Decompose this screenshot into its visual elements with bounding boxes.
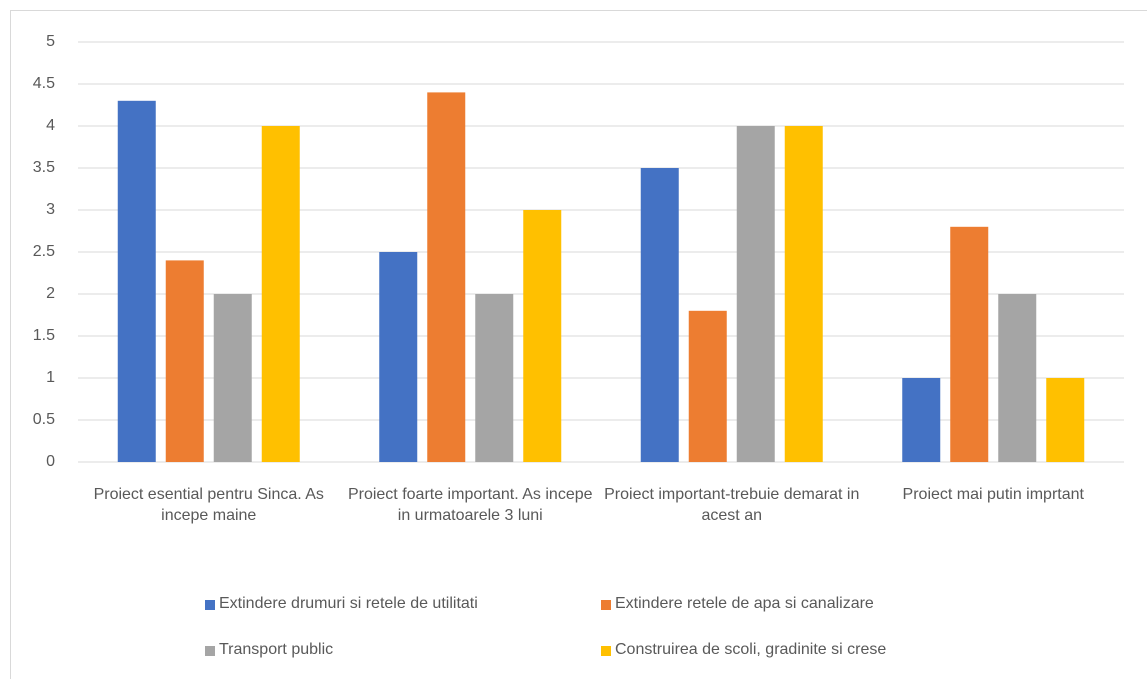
bar [475,294,514,462]
y-tick-label: 0.5 [33,411,55,428]
y-tick-label: 1.5 [33,327,55,344]
bar [640,168,679,462]
x-tick-label: Proiect important-trebuie demarat in ace… [604,486,860,524]
x-tick-label: Proiect foarte important. As incepe in u… [347,486,593,524]
x-tick-label: Proiect esential pentru Sinca. As incepe… [93,486,324,524]
y-tick-label: 4.5 [33,75,55,92]
bar [688,310,727,462]
legend-swatch [601,600,611,610]
bar [902,378,941,462]
bar [998,294,1037,462]
bar [736,126,775,462]
bar [523,210,562,462]
x-tick-label: Proiect mai putin imprtant [902,486,1084,503]
y-tick-label: 2 [46,285,55,302]
legend-swatch [601,646,611,656]
bar [427,92,466,463]
y-tick-label: 3 [46,201,55,218]
legend-label: Extindere retele de apa si canalizare [615,595,874,612]
legend-label: Construirea de scoli, gradinite si crese [615,641,887,658]
legend-label: Extindere drumuri si retele de utilitati [219,595,478,612]
bar [379,252,418,462]
y-tick-label: 2.5 [33,243,55,260]
y-tick-label: 4 [46,117,55,134]
chart-border [10,10,1147,679]
bar [165,260,204,462]
bar [213,294,252,462]
y-tick-label: 5 [46,33,55,50]
legend-swatch [205,600,215,610]
legend-label: Transport public [219,641,334,658]
bar [950,226,989,462]
bar [117,100,156,463]
y-tick-label: 0 [46,453,55,470]
bar [784,126,823,462]
legend-swatch [205,646,215,656]
y-tick-label: 3.5 [33,159,55,176]
bar [261,126,300,462]
bar [1046,378,1085,462]
y-tick-label: 1 [46,369,55,386]
